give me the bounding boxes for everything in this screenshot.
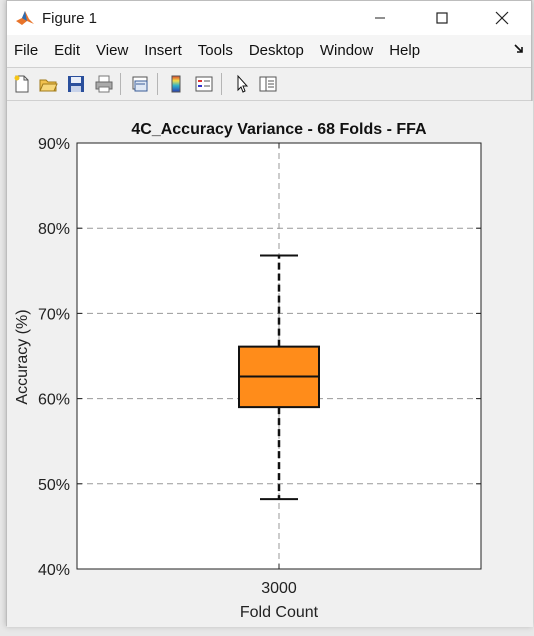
property-editor-button[interactable]	[257, 73, 279, 95]
maximize-icon	[436, 12, 448, 24]
close-button[interactable]	[479, 1, 525, 35]
new-figure-button[interactable]	[11, 73, 33, 95]
ticks-layer: 40% 50% 60% 70% 80% 90% 3000	[38, 136, 481, 597]
menu-edit[interactable]: Edit	[54, 42, 81, 59]
window-title: Figure 1	[42, 10, 98, 27]
box-layer	[238, 254, 320, 501]
minimize-button[interactable]	[357, 1, 403, 35]
pointer-icon	[237, 74, 249, 93]
title-bar: Figure 1	[7, 1, 531, 35]
y-tick-label: 70%	[38, 306, 70, 323]
toolbar-separator	[157, 73, 158, 95]
dock-figure-button[interactable]	[513, 43, 525, 58]
insert-colorbar-button[interactable]	[165, 73, 187, 95]
y-tick-label: 80%	[38, 221, 70, 238]
legend-icon	[195, 76, 213, 92]
chart-title: 4C_Accuracy Variance - 68 Folds - FFA	[131, 121, 427, 138]
menu-insert[interactable]: Insert	[144, 42, 182, 59]
matlab-logo-icon	[16, 11, 34, 25]
y-axis-label: Accuracy (%)	[14, 309, 31, 404]
toolbar-separator	[221, 73, 222, 95]
figure-canvas: 4C_Accuracy Variance - 68 Folds - FFA 40…	[7, 101, 533, 627]
box-plot[interactable]: 4C_Accuracy Variance - 68 Folds - FFA 40…	[7, 101, 533, 627]
save-button[interactable]	[65, 73, 87, 95]
open-folder-icon	[39, 79, 58, 92]
new-figure-icon	[14, 75, 29, 93]
insert-legend-button[interactable]	[193, 73, 215, 95]
maximize-button[interactable]	[419, 1, 465, 35]
x-axis-label: Fold Count	[240, 604, 319, 621]
figure-toolbar	[7, 67, 531, 101]
figure-window: Figure 1 File Edit View Insert Tools Des…	[6, 0, 533, 627]
save-icon	[68, 76, 84, 92]
edit-plot-button[interactable]	[231, 73, 253, 95]
open-file-button[interactable]	[37, 73, 59, 95]
link-plot-button[interactable]	[129, 73, 151, 95]
menu-window[interactable]: Window	[319, 42, 374, 59]
toolbar-separator	[120, 73, 121, 95]
y-tick-label: 60%	[38, 392, 70, 409]
close-icon	[495, 11, 509, 25]
x-tick-label: 3000	[261, 580, 297, 597]
dock-arrow-icon	[514, 44, 523, 53]
menu-bar: File Edit View Insert Tools Desktop Wind…	[7, 35, 531, 67]
print-button[interactable]	[93, 73, 115, 95]
menu-tools[interactable]: Tools	[197, 42, 233, 59]
property-editor-icon	[259, 76, 277, 92]
menu-file[interactable]: File	[14, 42, 39, 59]
menu-view[interactable]: View	[96, 42, 129, 59]
minimize-icon	[375, 17, 385, 19]
y-tick-label: 90%	[38, 136, 70, 153]
y-tick-label: 40%	[38, 562, 70, 579]
print-icon	[95, 75, 113, 93]
colorbar-icon	[171, 75, 181, 93]
y-tick-label: 50%	[38, 477, 70, 494]
link-plot-icon	[132, 76, 148, 92]
menu-desktop[interactable]: Desktop	[248, 42, 304, 59]
menu-help[interactable]: Help	[389, 42, 421, 59]
